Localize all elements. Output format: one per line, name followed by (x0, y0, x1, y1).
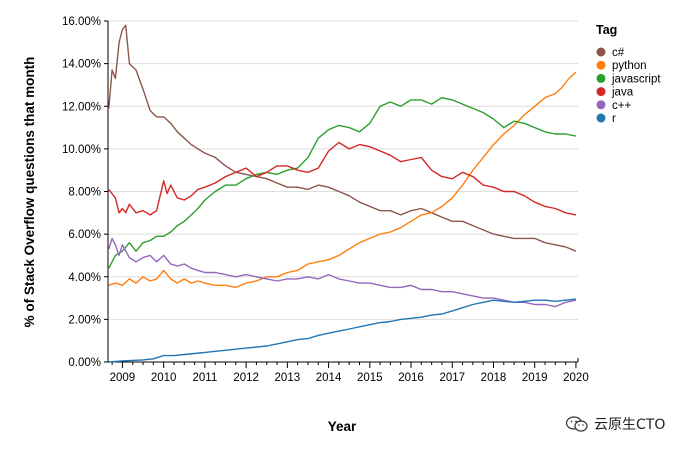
wechat-icon (566, 416, 588, 432)
legend-label: c# (612, 47, 625, 59)
series-line-python (108, 71, 577, 289)
legend-label: c++ (612, 100, 631, 112)
watermark: 云原生CTO (566, 414, 665, 434)
series-line-r (108, 298, 576, 363)
x-tick-label: 2016 (398, 372, 424, 384)
y-tick-label: 14.00% (62, 59, 101, 71)
x-tick-label: 2015 (357, 372, 383, 384)
series-line-cpp (108, 237, 577, 308)
y-tick-label: 12.00% (62, 101, 101, 113)
x-tick-label: 2009 (110, 372, 136, 384)
x-tick-label: 2012 (233, 372, 259, 384)
legend-label: java (611, 87, 634, 99)
y-tick-label: 8.00% (68, 187, 101, 199)
x-axis-title: Year (328, 419, 357, 434)
y-axis-title: % of Stack Overflow questions that month (22, 57, 37, 328)
legend-marker (596, 60, 606, 70)
legend-marker (596, 87, 606, 97)
y-tick-label: 10.00% (62, 144, 101, 156)
axes: 0.00% 2.00% 4.00% 6.00% 8.00% 10.00% 12.00% 14.… (62, 16, 589, 384)
legend-title: Tag (596, 23, 617, 37)
y-tick-label: 4.00% (68, 272, 101, 284)
legend-label: python (612, 60, 647, 72)
y-tick-label: 16.00% (62, 16, 101, 28)
y-tick-label: 6.00% (68, 229, 101, 241)
series-line-java (108, 141, 577, 216)
series-line-javascript (108, 97, 577, 269)
legend-marker (596, 47, 606, 57)
x-tick-label: 2019 (522, 372, 548, 384)
x-tick-label: 2020 (563, 372, 589, 384)
y-tick-label: 2.00% (68, 314, 101, 326)
x-tick-label: 2010 (151, 372, 177, 384)
legend-marker (596, 73, 606, 83)
legend-marker (596, 113, 606, 123)
legend-label: javascript (611, 73, 661, 85)
series-line-csharp (108, 24, 577, 252)
y-tick-label: 0.00% (68, 357, 101, 369)
x-tick-label: 2013 (275, 372, 301, 384)
watermark-text: 云原生CTO (594, 417, 666, 433)
x-tick-label: 2014 (316, 372, 342, 384)
x-tick-label: 2011 (193, 372, 218, 384)
x-tick-label: 2017 (439, 372, 465, 384)
gridlines (108, 20, 578, 363)
series-lines (108, 24, 577, 363)
x-tick-label: 2018 (481, 372, 507, 384)
legend-label: r (612, 113, 616, 125)
legend-marker (596, 100, 606, 110)
